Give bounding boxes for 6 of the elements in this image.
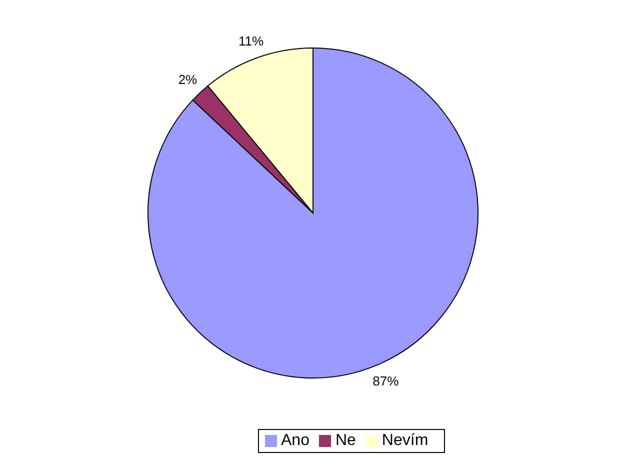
data-label: 87%	[372, 373, 400, 388]
legend-label: Ano	[281, 432, 310, 449]
data-label: 2%	[178, 72, 198, 88]
legend-label: Ne	[335, 432, 356, 449]
data-label: 11%	[238, 33, 264, 48]
legend-label: Nevím	[382, 432, 428, 449]
